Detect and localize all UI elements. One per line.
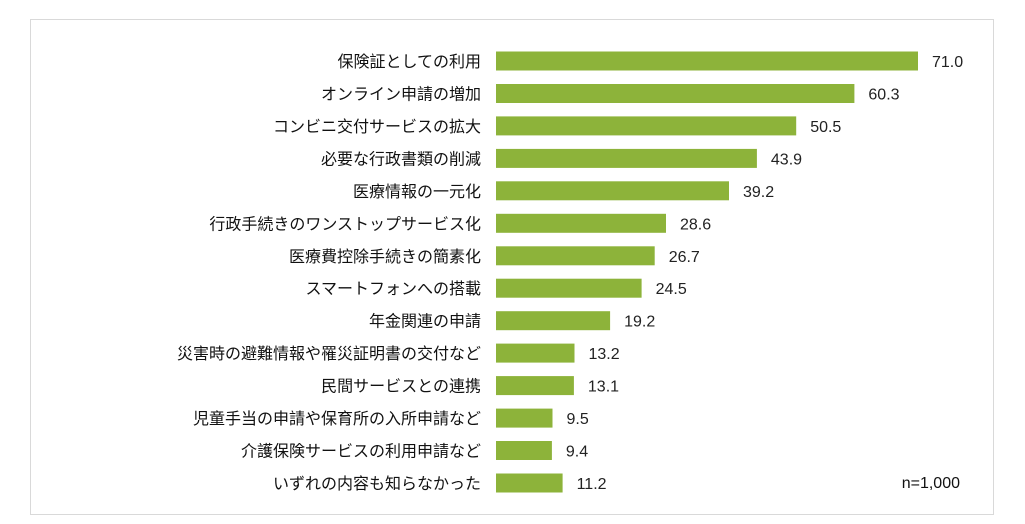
value-label: 9.4 (566, 444, 588, 461)
category-label: 医療費控除手続きの簡素化 (289, 247, 481, 266)
category-label: 必要な行政書類の削減 (321, 149, 481, 168)
value-label: 19.2 (624, 314, 655, 331)
bar (496, 376, 574, 396)
value-label: 71.0 (932, 54, 963, 71)
bar (496, 181, 729, 201)
category-labels-group: 保険証としての利用オンライン申請の増加コンビニ交付サービスの拡大必要な行政書類の… (177, 52, 481, 493)
value-label: 9.5 (567, 411, 589, 428)
bar (496, 441, 552, 460)
bar (496, 51, 918, 71)
category-label: 保険証としての利用 (337, 52, 481, 71)
category-label: 行政手続きのワンストップサービス化 (209, 214, 481, 233)
bars-group (496, 51, 918, 493)
category-label: コンビニ交付サービスの拡大 (273, 117, 481, 136)
value-label: 11.2 (577, 476, 607, 493)
value-label: 43.9 (771, 151, 802, 168)
value-label: 24.5 (656, 281, 687, 298)
category-label: 介護保険サービスの利用申請など (241, 442, 481, 461)
value-label: 39.2 (743, 184, 774, 201)
value-labels-group: 71.0 60.3 50.5 43.9 39.2 28.6 26.7 24.519.213.2… (566, 54, 963, 493)
value-label: 28.6 (680, 216, 711, 233)
bar (496, 84, 855, 103)
category-label: オンライン申請の増加 (321, 85, 481, 104)
category-label: 医療情報の一元化 (353, 182, 481, 201)
category-label: 災害時の避難情報や罹災証明書の交付など (177, 344, 481, 363)
category-label: 児童手当の申請や保育所の入所申請など (193, 409, 481, 428)
value-label: 26.7 (669, 249, 700, 266)
bar (496, 473, 563, 493)
bar (496, 246, 655, 266)
bar (496, 311, 611, 331)
bar (496, 408, 553, 428)
category-label: いずれの内容も知らなかった (273, 474, 481, 493)
bar (496, 116, 797, 136)
bar (496, 148, 757, 168)
value-label: 60.3 (868, 87, 899, 104)
category-label: 民間サービスとの連携 (321, 377, 481, 396)
sample-size-note: n=1,000 (902, 475, 960, 492)
value-label: 13.2 (589, 346, 620, 363)
bar-chart: 保険証としての利用オンライン申請の増加コンビニ交付サービスの拡大必要な行政書類の… (177, 51, 963, 493)
category-label: 年金関連の申請 (369, 312, 481, 331)
value-label: 50.5 (810, 119, 841, 136)
chart-frame: 保険証としての利用オンライン申請の増加コンビニ交付サービスの拡大必要な行政書類の… (30, 19, 994, 515)
bar (496, 343, 575, 363)
bar (496, 278, 642, 298)
value-label: 13.1 (588, 379, 619, 396)
category-label: スマートフォンへの搭載 (305, 279, 481, 298)
bar (496, 213, 666, 233)
